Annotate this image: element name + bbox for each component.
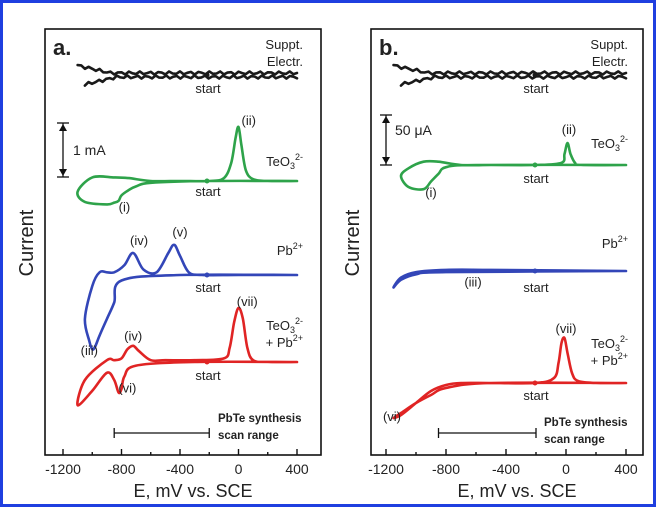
y-axis-label: Current bbox=[342, 209, 364, 276]
start-label: start bbox=[195, 81, 221, 96]
series-label: TeO32- bbox=[266, 316, 303, 335]
x-tick-label: -1200 bbox=[45, 461, 81, 477]
peak-annotation: (ii) bbox=[242, 113, 256, 128]
peak-annotation: (ii) bbox=[562, 122, 576, 137]
peak-annotation: (iv) bbox=[130, 233, 148, 248]
series-line bbox=[76, 63, 299, 76]
series-label-line2: Electr. bbox=[592, 54, 628, 69]
peak-annotation: (v) bbox=[172, 225, 187, 240]
x-axis-label: E, mV vs. SCE bbox=[457, 481, 576, 501]
scale-bar-arrow-bottom bbox=[59, 169, 67, 176]
peak-annotation: (vi) bbox=[383, 409, 401, 424]
series-label: TeO32- bbox=[591, 334, 628, 353]
scan-range-label-line2: scan range bbox=[544, 434, 605, 446]
figure-canvas: a. Current -1200 -800 -400 0 400 E, mV vs. SCE 1… bbox=[16, 28, 644, 501]
panel-label: b. bbox=[379, 35, 399, 60]
series-mix: start TeO32-+ Pb2+ (iv) (vi) (vii) bbox=[76, 294, 303, 407]
peak-annotation: (vi) bbox=[118, 381, 136, 396]
peak-annotation: (i) bbox=[119, 200, 131, 215]
series-line bbox=[399, 141, 628, 191]
series-mix: start TeO32-+ Pb2+ (vi) (vii) bbox=[383, 321, 628, 424]
start-label: start bbox=[523, 81, 549, 96]
peak-annotation: (iii) bbox=[464, 274, 481, 289]
peak-annotation: (vii) bbox=[556, 321, 577, 336]
x-tick-label: 400 bbox=[285, 461, 309, 477]
series-suppt: start Suppt. Electr. bbox=[392, 37, 628, 96]
scale-bar-arrow-top bbox=[59, 124, 67, 131]
series-pb: start Pb2+ (iii) (iv) (v) bbox=[81, 225, 303, 358]
series-label: Suppt. bbox=[590, 37, 628, 52]
scale-bar-label: 1 mA bbox=[73, 142, 106, 158]
start-marker bbox=[204, 178, 210, 184]
scale-bar-label: 50 μA bbox=[395, 122, 433, 138]
start-label: start bbox=[523, 280, 549, 295]
x-tick-label: -1200 bbox=[368, 461, 404, 477]
x-tick-label: -400 bbox=[492, 461, 520, 477]
x-tick-label: -800 bbox=[107, 461, 135, 477]
series-label: TeO32- bbox=[266, 152, 303, 171]
start-label: start bbox=[523, 388, 549, 403]
start-marker bbox=[204, 72, 210, 78]
start-marker bbox=[204, 359, 210, 365]
series-suppt: start Suppt. Electr. bbox=[76, 37, 303, 96]
series-label: Pb2+ bbox=[277, 241, 303, 258]
x-tick-label: 0 bbox=[235, 461, 243, 477]
series-teo3: start TeO32- (i) (ii) bbox=[76, 113, 303, 215]
x-axis-label: E, mV vs. SCE bbox=[133, 481, 252, 501]
start-marker bbox=[532, 162, 538, 168]
start-label: start bbox=[195, 184, 221, 199]
x-tick-label: 400 bbox=[614, 461, 638, 477]
start-label: start bbox=[195, 280, 221, 295]
series-line bbox=[399, 74, 628, 87]
series-line bbox=[76, 125, 299, 206]
peak-annotation: (iv) bbox=[124, 328, 142, 343]
series-pb: start Pb2+ (iii) bbox=[392, 234, 628, 295]
y-axis-label: Current bbox=[16, 209, 38, 276]
start-marker bbox=[204, 272, 210, 278]
series-label-line2: + Pb2+ bbox=[591, 351, 628, 368]
panel-b: b. Current -1200 -800 -400 0 400 E, mV vs. SCE 5… bbox=[342, 28, 644, 501]
start-label: start bbox=[523, 171, 549, 186]
series-line bbox=[392, 268, 628, 289]
x-tick-label: -800 bbox=[432, 461, 460, 477]
peak-annotation: (iii) bbox=[81, 343, 98, 358]
scan-range-label-line1: PbTe synthesis bbox=[218, 413, 302, 425]
start-marker bbox=[532, 268, 538, 274]
series-line bbox=[392, 63, 628, 76]
series-label: TeO32- bbox=[591, 134, 628, 153]
scan-range-label-line1: PbTe synthesis bbox=[544, 417, 628, 429]
series-teo3: start TeO32- (i) (ii) bbox=[399, 122, 628, 200]
start-marker bbox=[532, 72, 538, 78]
peak-annotation: (vii) bbox=[237, 294, 258, 309]
plot-frame bbox=[370, 28, 644, 456]
series-label: Pb2+ bbox=[602, 234, 628, 251]
peak-annotation: (i) bbox=[425, 185, 437, 200]
scan-range-label-line2: scan range bbox=[218, 430, 279, 442]
series-line bbox=[83, 74, 299, 87]
scale-bar-arrow-bottom bbox=[382, 157, 390, 164]
start-marker bbox=[532, 380, 538, 386]
plot-frame bbox=[44, 28, 322, 456]
series-label-line2: + Pb2+ bbox=[266, 333, 303, 350]
x-tick-label: 0 bbox=[562, 461, 570, 477]
panel-label: a. bbox=[53, 35, 71, 60]
series-line bbox=[76, 306, 299, 407]
series-label-line2: Electr. bbox=[267, 54, 303, 69]
x-tick-label: -400 bbox=[166, 461, 194, 477]
series-label: Suppt. bbox=[265, 37, 303, 52]
series-line bbox=[83, 243, 299, 351]
start-label: start bbox=[195, 368, 221, 383]
scale-bar-arrow-top bbox=[382, 116, 390, 123]
series-line bbox=[392, 336, 628, 420]
panel-a: a. Current -1200 -800 -400 0 400 E, mV vs. SCE 1… bbox=[16, 28, 322, 501]
